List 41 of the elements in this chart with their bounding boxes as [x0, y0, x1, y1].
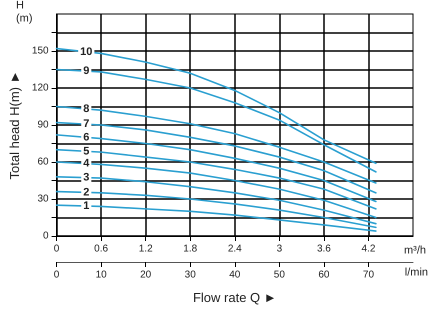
x-tick-label: 1.8: [183, 244, 198, 254]
y-tick-label: 0: [43, 230, 50, 242]
x2-tick-label: 60: [318, 270, 330, 280]
x-axis-title: Flow rate Q ►: [192, 290, 277, 305]
x-tick-label: 1.2: [138, 244, 154, 254]
line-series: [56, 106, 377, 184]
y-tick-label: 90: [37, 120, 50, 130]
x-tick-label: 3: [276, 244, 283, 254]
x-tick-label: 2.4: [228, 244, 242, 254]
y-tick-label: 150: [32, 46, 50, 56]
line-series: [56, 148, 377, 210]
series-label: 6: [83, 131, 90, 144]
x-tick-label: 0: [54, 244, 60, 254]
line-series: [56, 134, 377, 202]
x2-tick-label: 20: [140, 270, 152, 280]
x2-tick-label: 10: [96, 270, 108, 280]
x-tick-label: 3.6: [316, 244, 332, 254]
series-label: 3: [83, 172, 90, 184]
series-label: 5: [83, 145, 90, 158]
x-tick-label: 4.2: [361, 244, 376, 254]
y-tick-label: 60: [37, 156, 50, 168]
x2-tick-label: 30: [184, 270, 196, 280]
x2-tick-label: 50: [274, 270, 286, 280]
series-label: 10: [80, 46, 92, 58]
y-tick-label: 30: [37, 194, 50, 204]
x2-tick-label: 40: [229, 270, 241, 280]
series-label: 4: [83, 158, 90, 170]
x2-axis-title: l/min: [404, 266, 428, 278]
x2-tick-label: 70: [362, 270, 374, 280]
series-label: 8: [83, 102, 90, 115]
series-label: 7: [83, 118, 90, 130]
text: m³/h: [404, 244, 426, 256]
x2-tick-label: 0: [54, 270, 60, 280]
y-axis-title: Total head H(m) ►: [7, 70, 22, 180]
text: H (m): [16, 0, 32, 24]
x-tick-label: 0.6: [94, 244, 109, 254]
y-tick-label: 120: [32, 82, 50, 94]
series-label: 9: [83, 65, 90, 78]
series-label: 2: [83, 186, 90, 198]
series-label: 1: [83, 200, 90, 212]
line-series: [56, 48, 377, 164]
